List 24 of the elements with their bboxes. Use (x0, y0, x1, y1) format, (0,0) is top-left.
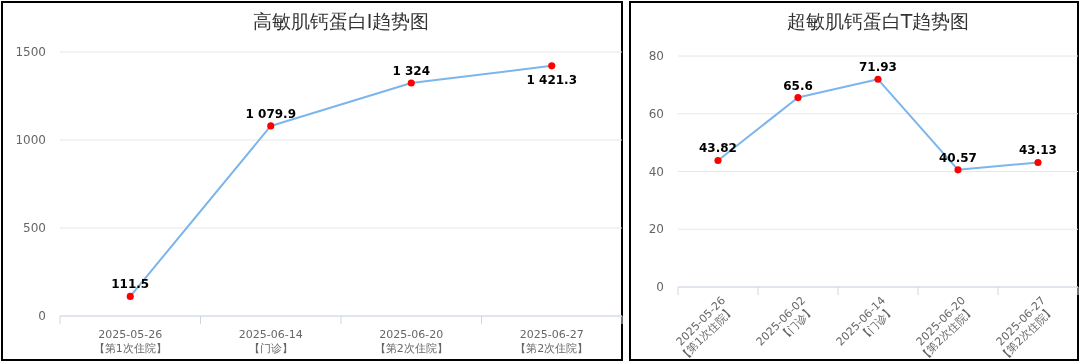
data-label: 71.93 (859, 60, 897, 75)
data-label: 111.5 (111, 277, 150, 292)
data-label: 43.82 (699, 141, 737, 156)
y-tick-label: 500 (23, 221, 46, 236)
y-tick-label: 1000 (15, 133, 46, 148)
chart-title: 高敏肌钙蛋白I趋势图 (252, 10, 430, 32)
y-tick-label: 0 (38, 309, 46, 324)
y-tick-label: 1500 (15, 45, 46, 60)
x-tick-label: 2025-06-20 【第2次住院】 (374, 328, 448, 355)
chart-title: 超敏肌钙蛋白T趋势图 (786, 10, 970, 32)
y-tick-label: 0 (656, 280, 664, 295)
data-label: 1 421.3 (526, 72, 577, 87)
y-tick-label: 80 (648, 49, 664, 64)
data-label: 1 324 (392, 63, 431, 78)
x-tick-label: 2025-06-14 【门诊】 (238, 328, 303, 355)
data-label: 40.57 (939, 150, 977, 165)
x-tick-label: 2025-06-27 【第2次住院】 (515, 328, 589, 355)
y-tick-label: 60 (648, 106, 664, 121)
y-tick-label: 20 (648, 222, 664, 237)
data-label: 1 079.9 (245, 106, 296, 121)
x-tick-label: 2025-05-26 【第1次住院】 (93, 328, 167, 355)
data-label: 43.13 (1019, 143, 1057, 158)
y-tick-label: 40 (648, 164, 664, 179)
data-label: 65.6 (783, 78, 813, 93)
